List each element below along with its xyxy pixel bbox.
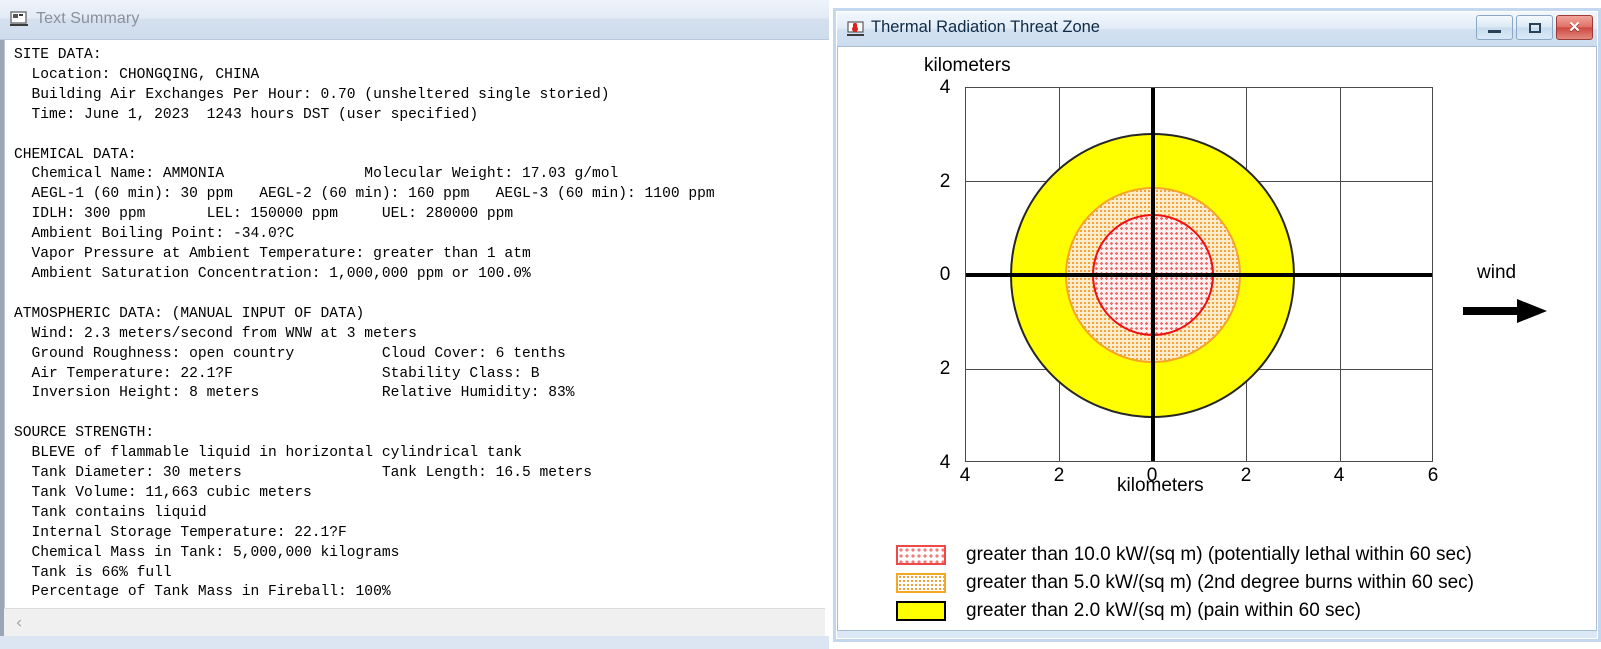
plot-area[interactable] <box>965 87 1433 462</box>
thermal-threat-title: Thermal Radiation Threat Zone <box>871 18 1100 36</box>
legend-swatch-yellow-icon <box>896 600 946 621</box>
thermal-threat-content: kilometers 4 2 0 2 4 4 2 0 2 4 6 kilomet… <box>837 46 1597 631</box>
x-axis-label: kilometers <box>1117 475 1204 496</box>
wind-label: wind <box>1477 262 1517 283</box>
thermal-threat-icon <box>847 20 865 38</box>
x-tick-label-5: 6 <box>1427 465 1439 486</box>
legend-label-yellow: greater than 2.0 kW/(sq m) (pain within … <box>966 599 1361 621</box>
scroll-left-icon[interactable]: ‹ <box>15 613 23 633</box>
text-summary-title: Text Summary <box>36 10 140 27</box>
left-window-edge <box>0 40 4 636</box>
window-controls: ✕ <box>1476 15 1593 40</box>
y-tick-label-1: 2 <box>939 171 951 192</box>
minimize-icon <box>1488 30 1501 33</box>
minimize-button[interactable] <box>1476 15 1513 40</box>
thermal-threat-window: Thermal Radiation Threat Zone ✕ kilomete… <box>833 8 1601 642</box>
text-summary-titlebar[interactable]: Text Summary <box>0 0 829 40</box>
summary-text-panel[interactable]: SITE DATA: Location: CHONGQING, CHINA Bu… <box>4 40 826 608</box>
y-tick-label-4: 4 <box>939 452 951 473</box>
y-tick-label-3: 2 <box>939 358 951 379</box>
legend-label-red: greater than 10.0 kW/(sq m) (potentially… <box>966 543 1472 565</box>
x-tick-label-2: 0 <box>1146 465 1158 486</box>
threat-zone-plot: kilometers 4 2 0 2 4 4 2 0 2 4 6 kilomet… <box>838 47 1598 637</box>
legend-item-red: greater than 10.0 kW/(sq m) (potentially… <box>896 542 1586 567</box>
x-tick-label-4: 4 <box>1333 465 1345 486</box>
x-axis-line <box>966 273 1432 277</box>
right-window-bottom-edge <box>837 631 1597 638</box>
horizontal-scrollbar[interactable]: ‹ <box>4 608 825 636</box>
thermal-threat-titlebar[interactable]: Thermal Radiation Threat Zone ✕ <box>837 12 1597 46</box>
y-tick-label-0: 4 <box>939 77 951 98</box>
close-button[interactable]: ✕ <box>1556 15 1593 40</box>
threat-zone-legend: greater than 10.0 kW/(sq m) (potentially… <box>896 542 1586 626</box>
legend-swatch-red-icon <box>896 544 946 565</box>
x-tick-label-3: 2 <box>1240 465 1252 486</box>
legend-item-yellow: greater than 2.0 kW/(sq m) (pain within … <box>896 598 1586 623</box>
y-axis-label: kilometers <box>924 55 1011 76</box>
close-icon: ✕ <box>1568 19 1581 36</box>
summary-text: SITE DATA: Location: CHONGQING, CHINA Bu… <box>14 47 715 601</box>
window-monitor-icon <box>10 11 29 28</box>
maximize-icon <box>1528 22 1541 33</box>
legend-swatch-orange-icon <box>896 572 946 593</box>
text-summary-window: Text Summary SITE DATA: Location: CHONGQ… <box>0 0 829 649</box>
maximize-button[interactable] <box>1516 15 1553 40</box>
legend-item-orange: greater than 5.0 kW/(sq m) (2nd degree b… <box>896 570 1586 595</box>
x-tick-label-1: 2 <box>1053 465 1065 486</box>
legend-label-orange: greater than 5.0 kW/(sq m) (2nd degree b… <box>966 571 1474 593</box>
left-window-bottom-edge <box>0 636 829 649</box>
wind-arrow-icon <box>1463 298 1547 329</box>
x-tick-label-0: 4 <box>959 465 971 486</box>
y-tick-label-2: 0 <box>939 264 951 285</box>
